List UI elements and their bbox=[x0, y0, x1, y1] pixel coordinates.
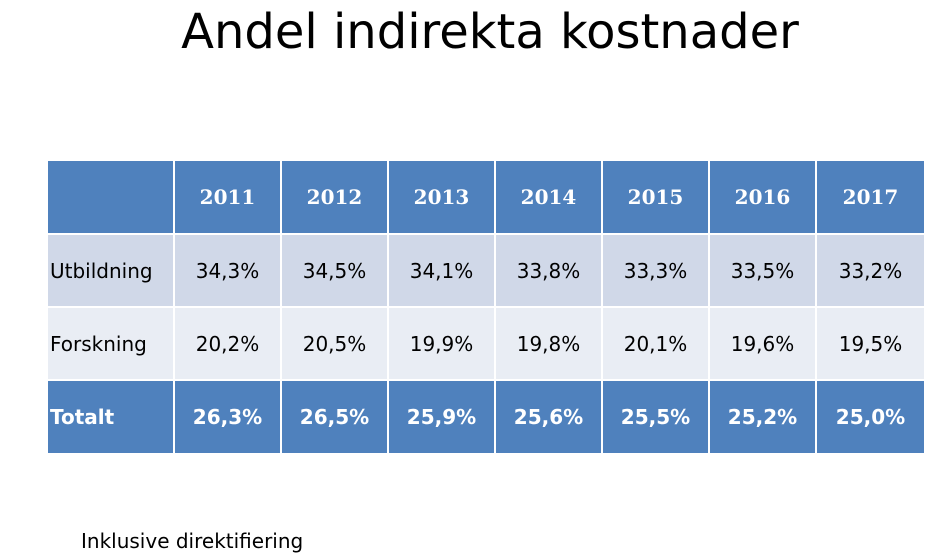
table-cell: 19,6% bbox=[709, 307, 817, 381]
cost-share-table: 2011 2012 2013 2014 2015 2016 2017 Utbil… bbox=[48, 161, 924, 453]
row-label-forskning: Forskning bbox=[48, 307, 175, 381]
year-header-2017: 2017 bbox=[816, 161, 924, 235]
year-header-2015: 2015 bbox=[602, 161, 710, 235]
year-header-2013: 2013 bbox=[388, 161, 496, 235]
table-cell: 26,3% bbox=[174, 380, 282, 453]
year-header-2012: 2012 bbox=[281, 161, 389, 235]
table-cell: 34,1% bbox=[388, 234, 496, 308]
slide-title: Andel indirekta kostnader bbox=[181, 4, 799, 60]
table-cell: 33,5% bbox=[709, 234, 817, 308]
table-header-row: 2011 2012 2013 2014 2015 2016 2017 bbox=[48, 161, 924, 235]
table-cell: 25,2% bbox=[709, 380, 817, 453]
table-row-totalt: Totalt 26,3% 26,5% 25,9% 25,6% 25,5% 25,… bbox=[48, 380, 924, 453]
table-row-forskning: Forskning 20,2% 20,5% 19,9% 19,8% 20,1% … bbox=[48, 307, 924, 381]
table-row-utbildning: Utbildning 34,3% 34,5% 34,1% 33,8% 33,3%… bbox=[48, 234, 924, 308]
table-corner-cell bbox=[48, 161, 175, 235]
table-cell: 33,3% bbox=[602, 234, 710, 308]
table-cell: 25,9% bbox=[388, 380, 496, 453]
table-cell: 26,5% bbox=[281, 380, 389, 453]
row-label-utbildning: Utbildning bbox=[48, 234, 175, 308]
table-cell: 20,2% bbox=[174, 307, 282, 381]
table-cell: 19,5% bbox=[816, 307, 924, 381]
year-header-2014: 2014 bbox=[495, 161, 603, 235]
year-header-2016: 2016 bbox=[709, 161, 817, 235]
table-cell: 19,8% bbox=[495, 307, 603, 381]
table-cell: 34,3% bbox=[174, 234, 282, 308]
table-cell: 33,8% bbox=[495, 234, 603, 308]
table-cell: 25,6% bbox=[495, 380, 603, 453]
footnote: Inklusive direktifiering bbox=[81, 529, 304, 553]
row-label-totalt: Totalt bbox=[48, 380, 175, 453]
table-cell: 33,2% bbox=[816, 234, 924, 308]
table-cell: 25,5% bbox=[602, 380, 710, 453]
table-cell: 34,5% bbox=[281, 234, 389, 308]
table-cell: 20,5% bbox=[281, 307, 389, 381]
table-cell: 20,1% bbox=[602, 307, 710, 381]
year-header-2011: 2011 bbox=[174, 161, 282, 235]
table-cell: 19,9% bbox=[388, 307, 496, 381]
table-cell: 25,0% bbox=[816, 380, 924, 453]
